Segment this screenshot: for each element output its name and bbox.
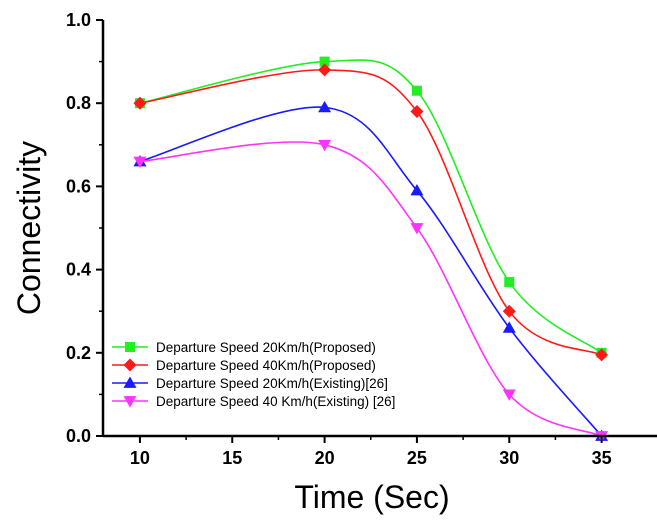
data-point-s2-2	[318, 63, 332, 77]
legend-label-3: Departure Speed 20Km/h(Existing)[26]	[156, 376, 388, 391]
y-axis-title: Connectivity	[11, 141, 47, 315]
x-axis-title: Time (Sec)	[294, 479, 449, 515]
x-tick-label: 25	[407, 448, 427, 468]
series-line-2	[139, 69, 602, 356]
y-tick-label: 0.4	[66, 260, 91, 280]
x-tick-label: 10	[130, 448, 150, 468]
plot-area	[133, 56, 609, 443]
legend-label-2: Departure Speed 40Km/h(Proposed)	[156, 358, 376, 373]
series-line-4	[139, 141, 602, 436]
legend-label-4: Departure Speed 40 Km/h(Existing) [26]	[156, 394, 395, 409]
data-point-s2-1	[133, 96, 147, 110]
y-tick-label: 0.2	[66, 343, 91, 363]
x-tick-label: 20	[315, 448, 335, 468]
axes: 10 15 20 25 30 35 0.0 0.2 0.4 0.6 0.8 1.0	[66, 10, 657, 468]
data-point-s3-2	[318, 100, 332, 113]
data-point-s2-3	[410, 105, 424, 119]
data-point-s2-4	[502, 304, 516, 318]
legend-label-1: Departure Speed 20Km/h(Proposed)	[156, 340, 376, 355]
data-point-s1-2	[319, 56, 330, 67]
y-tick-label: 0.8	[66, 93, 91, 113]
data-point-s3-3	[410, 184, 424, 196]
y-tick-label: 0.0	[66, 426, 91, 446]
series-line-1	[139, 59, 603, 354]
x-tick-label: 15	[222, 448, 242, 468]
data-point-s4-4	[502, 389, 516, 401]
data-point-s1-4	[504, 277, 515, 288]
legend-marker-1	[125, 342, 135, 352]
data-point-s2-5	[595, 348, 609, 362]
y-tick-label: 1.0	[66, 10, 91, 30]
y-tick-label: 0.6	[66, 176, 91, 196]
x-tick-label: 30	[499, 448, 519, 468]
data-point-s1-3	[411, 85, 422, 96]
x-tick-label: 35	[592, 448, 612, 468]
legend-marker-4	[123, 396, 137, 408]
data-point-s3-4	[502, 321, 516, 333]
data-point-s4-3	[410, 223, 424, 235]
legend-marker-3	[123, 376, 137, 388]
data-point-s4-1	[133, 156, 147, 168]
legend: Departure Speed 20Km/h(Proposed) Departur…	[112, 340, 395, 409]
data-point-s4-2	[318, 139, 332, 152]
legend-marker-2	[123, 358, 137, 372]
